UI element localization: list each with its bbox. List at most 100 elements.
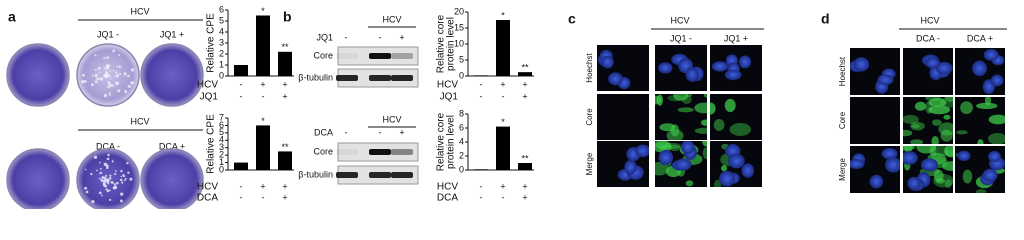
plaque — [118, 54, 120, 57]
plaque — [112, 49, 116, 53]
condition-sign: + — [282, 91, 287, 101]
condition-label: HCV — [197, 80, 218, 91]
column-label: JQ1 + — [160, 29, 184, 39]
plaque — [103, 67, 106, 70]
plaque — [107, 81, 111, 85]
y-tick-label: 20 — [454, 6, 464, 16]
core-signal — [713, 179, 722, 187]
image-row-label: Hoechst — [585, 53, 594, 83]
y-axis-label: Relative core — [436, 14, 447, 73]
core-signal — [977, 139, 984, 144]
core-signal — [933, 169, 944, 182]
plaque — [127, 171, 130, 174]
y-tick-label: 5 — [219, 127, 224, 137]
plaque — [114, 170, 117, 172]
micrograph-content — [658, 53, 704, 82]
bar — [256, 15, 270, 76]
plaque — [126, 162, 129, 165]
plaque — [106, 56, 110, 60]
plaque — [100, 178, 104, 182]
condition-sign: + — [260, 79, 265, 89]
nucleus — [601, 55, 614, 69]
image-row-label: Core — [585, 108, 594, 126]
core-signal — [975, 189, 987, 193]
bar — [234, 65, 248, 76]
condition-label: DCA — [437, 193, 458, 204]
plaque — [106, 164, 109, 168]
plaque — [120, 169, 123, 173]
panel-label: c — [568, 11, 576, 27]
condition-label: HCV — [437, 182, 458, 193]
core-signal — [944, 146, 953, 158]
y-tick-label: 2 — [219, 48, 224, 58]
y-tick-label: 2 — [219, 150, 224, 160]
nucleus — [903, 151, 918, 165]
group-header: HCV — [670, 15, 689, 25]
condition-sign: + — [522, 181, 527, 191]
y-tick-label: 15 — [454, 22, 464, 32]
plaque — [106, 182, 110, 185]
condition-sign: + — [282, 79, 287, 89]
significance-label: * — [261, 116, 265, 126]
plaque — [105, 166, 109, 170]
y-axis-label: Relative CPE — [206, 114, 217, 174]
core-signal — [702, 141, 707, 147]
plaque — [100, 167, 102, 170]
panel-label: a — [8, 9, 16, 25]
micrograph — [850, 97, 900, 144]
nucleus — [608, 72, 623, 86]
core-signal — [928, 105, 951, 115]
plaque — [120, 175, 123, 178]
plaque — [114, 172, 117, 176]
plaque — [122, 173, 125, 176]
panel-label: d — [821, 11, 830, 27]
core-signal — [931, 119, 942, 126]
bar — [496, 20, 510, 76]
plaque — [99, 161, 101, 164]
band — [391, 172, 413, 178]
plaque — [119, 199, 123, 203]
culture-dish — [6, 148, 70, 209]
blot-row-label: Core — [313, 146, 333, 156]
core-signal — [677, 107, 694, 113]
core-signal — [721, 165, 728, 172]
nucleus — [990, 74, 1004, 87]
plaque — [105, 188, 108, 191]
plaque — [105, 64, 110, 68]
y-tick-label: 7 — [219, 112, 224, 122]
nucleus — [738, 55, 752, 69]
core-signal — [694, 102, 707, 114]
micrograph-content — [713, 143, 755, 187]
plaque — [106, 189, 110, 193]
y-tick-label: 1 — [219, 157, 224, 167]
group-header: HCV — [130, 6, 149, 16]
y-tick-label: 0 — [219, 164, 224, 174]
condition-sign: + — [522, 91, 527, 101]
plaque — [119, 178, 123, 182]
nucleus — [724, 69, 742, 81]
band — [391, 149, 413, 155]
plaque — [124, 90, 128, 94]
nucleus — [925, 57, 940, 69]
plaque — [116, 181, 119, 185]
y-axis-label: protein level — [446, 115, 457, 169]
plaque — [105, 72, 108, 75]
plaque — [108, 189, 111, 192]
plaque — [104, 184, 107, 188]
nucleus — [624, 159, 637, 175]
significance-label: * — [501, 117, 505, 127]
core-signal — [956, 130, 968, 135]
plaque — [103, 57, 106, 60]
band — [369, 75, 391, 81]
micrograph-content — [711, 54, 752, 81]
treatment-sign: - — [345, 127, 348, 137]
blot-row-label: Core — [313, 50, 333, 60]
nucleus — [972, 60, 987, 77]
plaque — [103, 93, 108, 98]
treatment-sign: + — [399, 127, 404, 137]
condition-sign: - — [502, 91, 505, 101]
core-signal — [914, 101, 927, 111]
plaque — [111, 181, 114, 184]
core-signal — [943, 114, 951, 120]
plaque — [103, 176, 107, 180]
